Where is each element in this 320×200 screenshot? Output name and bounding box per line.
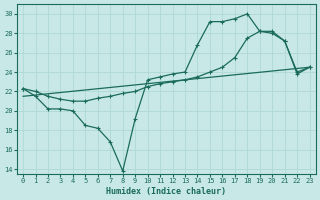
X-axis label: Humidex (Indice chaleur): Humidex (Indice chaleur) <box>106 187 226 196</box>
